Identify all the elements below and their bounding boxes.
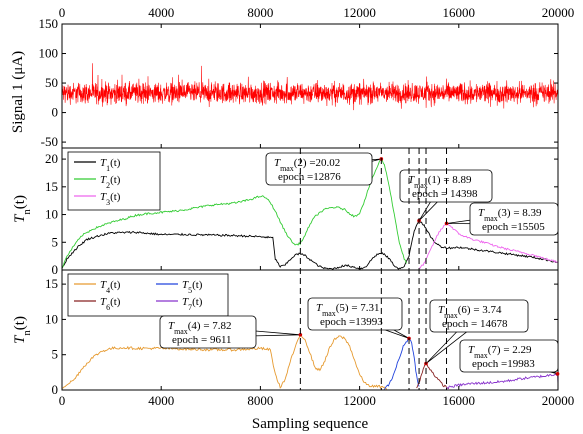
series-signal-1	[62, 63, 558, 111]
series-t2t	[62, 158, 408, 268]
annotation-fill	[470, 203, 558, 235]
y-tick-label: 5	[52, 234, 59, 249]
annotation-line-2: epoch =13993	[320, 316, 383, 328]
x-tick-label-bottom: 4000	[148, 393, 174, 408]
legend-label: T5(t)	[182, 279, 203, 295]
annotation-line-1: Tmax(4) = 7.82	[168, 320, 232, 336]
plot-area-3	[62, 334, 558, 390]
x-tick-label-bottom: 0	[59, 393, 66, 408]
y-axis-title: Signal 1 (μA)	[10, 51, 26, 133]
panel-1: -50 0 50 100 150 Signal 1 (μA)	[10, 16, 559, 149]
x-tick-label-bottom: 20000	[542, 393, 575, 408]
plot-area-1	[62, 63, 558, 111]
annotation-line-1: Tmax(7) = 2.29	[468, 344, 532, 360]
y-axis-title: Tn(t)	[12, 316, 33, 344]
y-tick-label: 100	[39, 46, 59, 61]
annotation-fill	[430, 300, 528, 332]
panel-2: 0 5 10 15 20 Tn(t) T1(t)T2(t)T3(t) Tmax(2) =20.…	[12, 147, 559, 277]
series-t1t	[62, 220, 558, 270]
legend-box	[67, 273, 229, 317]
annotation-line-2: epoch = 14398	[412, 188, 478, 200]
y-tick-label: 0	[52, 382, 59, 397]
x-tick-label-bottom: 16000	[443, 393, 476, 408]
series-t7t	[446, 372, 558, 390]
y-tick-label: 20	[45, 151, 58, 166]
annotation-line-2: epoch =12876	[278, 171, 341, 183]
y-tick-label: 15	[45, 179, 58, 194]
peak-marker	[298, 333, 303, 337]
x-tick-label-bottom: 12000	[343, 393, 376, 408]
annotation-line-1: Tmax(6) = 3.74	[438, 304, 502, 320]
annotation-fill	[266, 153, 372, 185]
legend-label: T7(t)	[182, 296, 203, 312]
series-t6t	[416, 363, 450, 389]
annotation-line-2: epoch =19983	[472, 358, 535, 370]
annotation-fill	[460, 340, 558, 372]
y-tick-label: 0	[52, 105, 59, 120]
annotation-line-1: Tmax(1) = 8.89	[408, 174, 472, 190]
legend-label: T2(t)	[100, 174, 121, 190]
legend-label: T6(t)	[100, 296, 121, 312]
panel-frame-3	[61, 269, 559, 391]
y-tick-label: 10	[45, 311, 58, 326]
panel-3: 0 5 10 15 Tn(t) T4(t) T5(t) T6(t) T7(t) Tmax(4) =…	[12, 269, 560, 397]
annotation-line-2: epoch = 9611	[172, 334, 232, 346]
x-tick-label-top: 20000	[542, 5, 575, 20]
annotation-line-2: epoch = 14678	[442, 318, 508, 330]
y-tick-label: 50	[45, 75, 58, 90]
panel-frame-1	[61, 23, 559, 149]
y-tick-label: 10	[45, 207, 58, 222]
x-tick-label-top: 0	[59, 5, 66, 20]
legend-label: T3(t)	[100, 191, 121, 207]
series-t5t	[384, 337, 420, 390]
y-axis-title: Tn(t)	[12, 195, 33, 223]
annotation-fill	[400, 170, 492, 202]
x-tick-label-top: 16000	[443, 5, 476, 20]
annotation-fill	[160, 316, 256, 348]
plot-area-2	[62, 158, 558, 270]
y-tick-label: 5	[52, 347, 59, 362]
annotation-line-1: Tmax(3) = 8.39	[478, 207, 542, 223]
x-tick-label-top: 8000	[247, 5, 273, 20]
annotation-line-1: Tmax(2) =20.02	[274, 157, 340, 173]
annotation-line-1: Tmax(5) = 7.31	[316, 302, 380, 318]
x-axis-title: Sampling sequence	[252, 416, 369, 432]
y-tick-label: 150	[39, 16, 59, 31]
y-tick-label: -50	[41, 134, 58, 149]
x-tick-label-top: 4000	[148, 5, 174, 20]
series-t4t	[62, 334, 388, 390]
legend-label: T4(t)	[100, 279, 121, 295]
annotation-line-2: epoch =15505	[482, 221, 545, 233]
x-tick-label-top: 12000	[343, 5, 376, 20]
annotation-fill	[308, 298, 402, 330]
y-tick-label: 0	[52, 262, 59, 277]
peak-marker	[555, 372, 560, 376]
series-t3t	[419, 223, 558, 269]
x-tick-label-bottom: 8000	[247, 393, 273, 408]
y-tick-label: 15	[45, 276, 58, 291]
legend-label: T1(t)	[100, 157, 121, 173]
